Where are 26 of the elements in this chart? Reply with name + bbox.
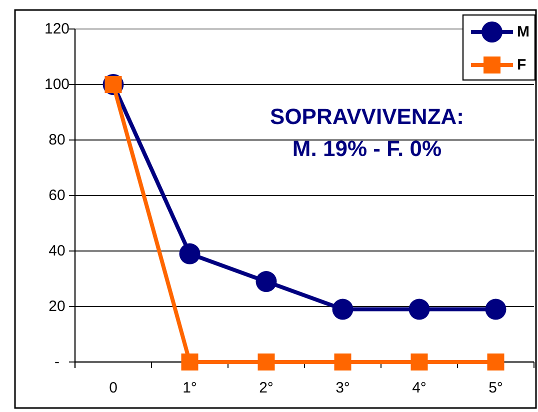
y-tick-label: -	[54, 354, 60, 370]
legend-label: M	[517, 24, 530, 40]
point	[258, 354, 275, 370]
point	[408, 298, 430, 320]
point	[334, 354, 352, 370]
point	[485, 298, 506, 320]
point	[487, 354, 504, 370]
y-tick-label: 80	[48, 132, 66, 148]
annotation: SOPRAVVIVENZA: M. 19% - F. 0%	[270, 104, 464, 161]
legend-label: F	[517, 56, 526, 74]
x-tick-label: 0	[109, 380, 118, 396]
y-tick-label: 100	[44, 76, 70, 93]
x-tick-label: 2°	[259, 380, 274, 396]
point	[181, 354, 198, 370]
y-tick-label: 40	[48, 242, 66, 260]
point	[410, 354, 428, 370]
x-tick-label: 5°	[488, 380, 503, 396]
x-tick-label: 1°	[182, 380, 197, 396]
point	[256, 271, 277, 292]
point	[179, 243, 200, 264]
x-tick-label: 3°	[336, 380, 350, 396]
y-tick-label: 120	[44, 20, 70, 38]
point	[332, 298, 354, 320]
x-tick-label: 4°	[412, 380, 426, 396]
y-tick-label: 20	[48, 298, 66, 315]
y-tick-label: 60	[48, 187, 66, 204]
